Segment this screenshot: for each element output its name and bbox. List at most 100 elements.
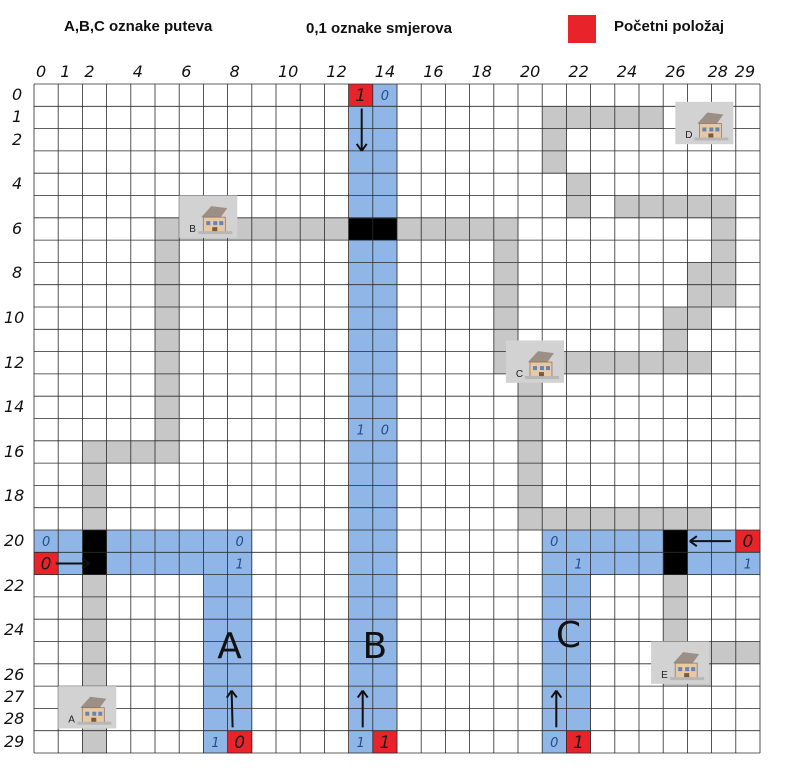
path-cell xyxy=(82,641,107,665)
road-cell xyxy=(372,262,398,286)
path-cell xyxy=(82,619,107,642)
direction-arrow xyxy=(356,689,369,728)
path-cell xyxy=(155,217,180,241)
intersection-cell xyxy=(372,217,398,241)
road-cell xyxy=(348,663,374,687)
road-cell xyxy=(566,708,591,732)
path-cell xyxy=(493,217,519,241)
road-cell xyxy=(372,485,398,509)
path-cell xyxy=(82,596,107,620)
road-cell xyxy=(372,663,398,687)
road-cell xyxy=(372,128,398,152)
path-cell xyxy=(639,195,664,219)
x-tick-label: 10 xyxy=(278,62,299,81)
road-cell xyxy=(372,574,398,598)
direction-labels-caption: 0,1 oznake smjerova xyxy=(306,20,452,37)
start-cell-label: 1 xyxy=(379,733,390,753)
road-cell xyxy=(372,351,398,375)
path-cell xyxy=(663,329,688,352)
y-tick-label: 2 xyxy=(12,129,23,149)
path-cell xyxy=(542,106,567,129)
intersection-cell xyxy=(82,552,107,575)
path-cell xyxy=(663,574,688,598)
path-cell xyxy=(106,440,132,464)
y-tick-label: 0 xyxy=(12,85,23,104)
road-cell xyxy=(566,641,591,665)
road-cell xyxy=(372,418,398,442)
intersection-cell xyxy=(663,552,688,575)
path-cell xyxy=(566,507,591,531)
road-cell xyxy=(372,396,398,419)
path-cell xyxy=(735,641,761,665)
y-tick-label: 6 xyxy=(12,218,23,238)
road-labels-caption: A,B,C oznake puteva xyxy=(64,18,213,35)
road-cell xyxy=(348,530,374,553)
road-cell xyxy=(203,708,228,732)
path-cell xyxy=(518,485,543,509)
path-cell xyxy=(542,507,567,531)
path-cell xyxy=(324,217,349,241)
intersection-cell xyxy=(348,217,374,241)
road-cell xyxy=(372,150,398,174)
road-cell xyxy=(614,552,640,575)
road-cell xyxy=(348,173,374,196)
y-tick-label: 29 xyxy=(4,731,25,751)
road-cell xyxy=(348,329,374,352)
y-tick-label: 14 xyxy=(4,397,25,417)
road-cell xyxy=(106,530,132,553)
path-cell xyxy=(155,240,180,263)
path-cell xyxy=(82,485,107,509)
road-cell xyxy=(372,195,398,219)
road-cell xyxy=(227,596,253,620)
path-cell xyxy=(130,440,156,464)
y-tick-label: 24 xyxy=(4,620,25,640)
path-cell xyxy=(155,329,180,352)
road-cell xyxy=(203,574,228,598)
road-cell xyxy=(372,507,398,531)
road-cell xyxy=(348,596,374,620)
road-cell xyxy=(34,530,59,553)
path-cell xyxy=(518,507,543,531)
path-cell xyxy=(663,195,688,219)
road-cell xyxy=(203,619,228,642)
road-name-label: A xyxy=(217,626,242,667)
road-cell xyxy=(542,708,567,732)
start-cell xyxy=(566,730,591,754)
direction-arrow xyxy=(689,535,731,547)
path-cell xyxy=(590,351,616,375)
path-cell xyxy=(493,240,519,263)
x-tick-label: 8 xyxy=(229,62,240,81)
road-cell xyxy=(590,552,616,575)
path-cell xyxy=(82,663,107,687)
path-cell xyxy=(663,507,688,531)
road-cell xyxy=(227,619,253,642)
start-cell xyxy=(735,530,761,553)
road-cell xyxy=(130,530,156,553)
road-cell xyxy=(542,619,567,642)
path-cell xyxy=(397,217,422,241)
start-cell-label: 0 xyxy=(234,733,245,753)
intersection-cell xyxy=(663,530,688,553)
x-tick-label: 20 xyxy=(520,62,541,81)
path-cell xyxy=(639,507,664,531)
path-cell xyxy=(687,307,712,330)
grid-lines xyxy=(33,83,761,754)
start-position-legend-swatch xyxy=(568,15,596,43)
road-cell xyxy=(227,708,253,732)
road-cell xyxy=(348,730,374,754)
direction-label: 1 xyxy=(357,736,365,751)
direction-arrow xyxy=(55,557,91,570)
start-cell xyxy=(227,730,253,754)
path-cell xyxy=(687,507,712,531)
direction-label: 1 xyxy=(357,424,365,439)
path-cell xyxy=(155,307,180,330)
path-cell xyxy=(566,106,591,129)
road-cell xyxy=(348,552,374,575)
building-label: B xyxy=(189,224,196,235)
road-cell xyxy=(130,552,156,575)
road-cell xyxy=(639,552,664,575)
road-cell xyxy=(372,596,398,620)
road-cell xyxy=(590,530,616,553)
road-cell xyxy=(372,284,398,308)
road-cell xyxy=(566,574,591,598)
